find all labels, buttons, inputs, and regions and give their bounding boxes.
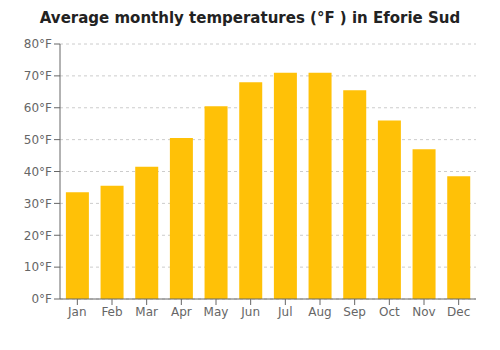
svg-text:Aug: Aug xyxy=(308,305,331,319)
svg-text:Dec: Dec xyxy=(447,305,470,319)
svg-text:50°F: 50°F xyxy=(24,133,52,147)
svg-text:Oct: Oct xyxy=(379,305,400,319)
svg-text:60°F: 60°F xyxy=(24,101,52,115)
svg-text:40°F: 40°F xyxy=(24,165,52,179)
svg-text:Jun: Jun xyxy=(240,305,260,319)
svg-text:10°F: 10°F xyxy=(24,260,52,274)
svg-text:70°F: 70°F xyxy=(24,69,52,83)
svg-text:80°F: 80°F xyxy=(24,37,52,51)
svg-text:Sep: Sep xyxy=(343,305,366,319)
svg-text:0°F: 0°F xyxy=(31,292,52,306)
svg-text:Mar: Mar xyxy=(135,305,158,319)
svg-text:Jan: Jan xyxy=(67,305,87,319)
svg-text:Jul: Jul xyxy=(277,305,292,319)
html-text:Average monthly temperatures (: Average monthly temperatures (°F ) in Ef… xyxy=(39,9,461,27)
svg-text:Apr: Apr xyxy=(171,305,192,319)
svg-text:Feb: Feb xyxy=(101,305,122,319)
svg-text:May: May xyxy=(204,305,229,319)
svg-text:30°F: 30°F xyxy=(24,197,52,211)
svg-text:20°F: 20°F xyxy=(24,229,52,243)
svg-text:Nov: Nov xyxy=(412,305,435,319)
